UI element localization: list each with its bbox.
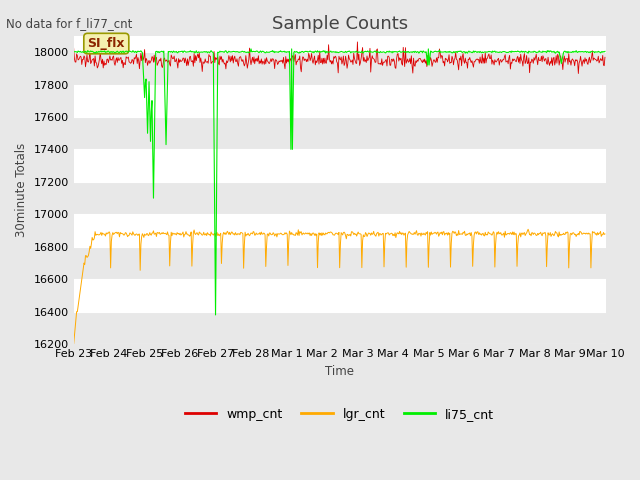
Text: No data for f_li77_cnt: No data for f_li77_cnt bbox=[6, 17, 132, 30]
X-axis label: Time: Time bbox=[325, 364, 354, 378]
Bar bbox=[74, 247, 605, 279]
Bar bbox=[74, 312, 605, 344]
Y-axis label: 30minute Totals: 30minute Totals bbox=[15, 143, 28, 237]
Bar bbox=[74, 52, 605, 84]
Bar bbox=[74, 182, 605, 215]
Bar bbox=[74, 117, 605, 149]
Title: Sample Counts: Sample Counts bbox=[271, 15, 408, 33]
Legend: wmp_cnt, lgr_cnt, li75_cnt: wmp_cnt, lgr_cnt, li75_cnt bbox=[180, 403, 499, 426]
Text: SI_flx: SI_flx bbox=[88, 37, 125, 50]
